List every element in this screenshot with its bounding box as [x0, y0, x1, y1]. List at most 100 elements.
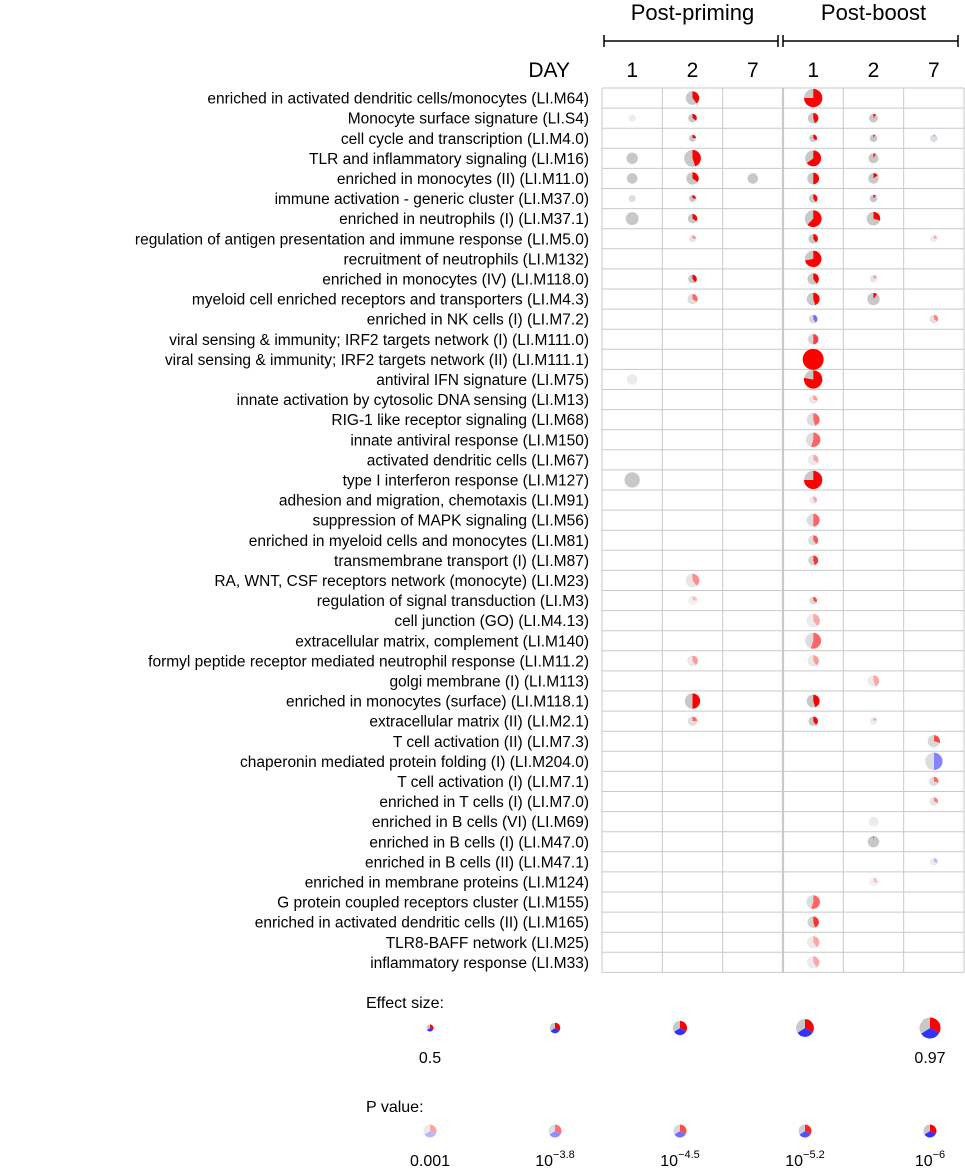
pie-neutral-slice: [685, 91, 697, 105]
pie-up-slice: [813, 694, 820, 708]
pie-neutral-slice: [868, 153, 879, 164]
module-label: cell junction (GO) (LI.M4.13): [394, 613, 589, 630]
module-label: activated dendritic cells (LI.M67): [367, 452, 589, 469]
pie-neutral-slice: [807, 454, 818, 466]
pie-down-slice: [799, 1131, 811, 1138]
pie-neutral-slice: [548, 1124, 555, 1135]
pie-up-slice: [873, 194, 877, 199]
module-pie: [684, 693, 701, 709]
module-label: RA, WNT, CSF receptors network (monocyte…: [214, 573, 589, 590]
pie-up-slice: [804, 370, 823, 389]
pie-neutral-slice: [687, 595, 698, 606]
pie-neutral-slice: [806, 613, 818, 628]
pie-up-slice: [930, 1124, 937, 1135]
module-pie: [805, 150, 822, 167]
module-pie: [626, 374, 638, 385]
pie-down-slice: [674, 1028, 687, 1036]
pie-neutral-slice: [626, 152, 638, 165]
pie-up-slice: [692, 195, 696, 199]
pie-neutral-slice: [930, 858, 938, 866]
pie-neutral-slice: [628, 195, 636, 203]
pie-neutral-slice: [687, 716, 698, 726]
pie-up-slice: [933, 235, 938, 239]
module-label: adhesion and migration, chemotaxis (LI.M…: [279, 493, 589, 510]
pie-down-slice: [424, 1131, 436, 1138]
pie-up-slice: [692, 693, 701, 709]
module-label: myeloid cell enriched receptors and tran…: [192, 292, 589, 309]
pie-neutral-slice: [869, 134, 878, 143]
module-pie: [686, 172, 699, 185]
effect-legend-pie: [426, 1024, 434, 1032]
pie-neutral-slice: [809, 596, 817, 605]
module-pie: [688, 274, 697, 284]
module-label: transmembrane transport (I) (LI.M87): [334, 553, 589, 570]
pie-up-slice: [430, 1124, 437, 1135]
module-pie: [808, 194, 818, 203]
pie-neutral-slice: [867, 675, 876, 687]
module-pie: [687, 655, 698, 667]
module-pie: [869, 113, 878, 123]
pie-neutral-slice: [688, 113, 696, 123]
module-label: inflammatory response (LI.M33): [370, 955, 589, 972]
effect-legend-pie: [796, 1019, 814, 1037]
pie-down-slice: [933, 752, 943, 771]
pie-up-slice: [813, 956, 820, 968]
pie-neutral-slice: [806, 694, 816, 708]
module-pie: [930, 858, 938, 866]
pie-neutral-slice: [423, 1124, 430, 1135]
pie-up-slice: [873, 292, 878, 300]
module-label: G protein coupled receptors cluster (LI.…: [277, 895, 589, 912]
pie-up-slice: [692, 573, 700, 586]
pie-up-slice: [813, 395, 818, 401]
module-label: innate activation by cytosolic DNA sensi…: [237, 392, 589, 409]
module-pie: [806, 694, 820, 708]
pie-up-slice: [813, 596, 817, 603]
pie-neutral-slice: [866, 211, 880, 226]
module-pie: [626, 173, 638, 184]
pie-neutral-slice: [804, 250, 814, 261]
pie-down-slice: [427, 1028, 434, 1032]
module-pie: [868, 816, 879, 827]
pie-up-slice: [692, 274, 697, 283]
module-pie: [930, 235, 938, 243]
module-pie: [806, 292, 820, 306]
module-pie: [687, 213, 698, 224]
module-label: antiviral IFN signature (LI.M75): [376, 372, 589, 389]
module-label: enriched in T cells (I) (LI.M7.0): [379, 794, 589, 811]
module-pie: [867, 675, 880, 687]
module-label: regulation of antigen presentation and i…: [135, 231, 589, 248]
pie-neutral-slice: [929, 797, 938, 806]
pie-up-slice: [813, 112, 819, 124]
pie-neutral-slice: [628, 114, 636, 122]
pie-up-slice: [813, 413, 820, 426]
module-pie: [626, 152, 638, 165]
module-pie: [808, 395, 818, 404]
module-pie: [687, 716, 698, 726]
pie-neutral-slice: [806, 413, 816, 427]
pie-down-slice: [549, 1131, 561, 1138]
pie-up-slice: [811, 895, 820, 909]
grid: [601, 87, 965, 973]
p-value-legend-pie: [798, 1124, 812, 1138]
pie-neutral-slice: [549, 1022, 555, 1031]
pie-up-slice: [813, 613, 820, 627]
module-pie: [624, 472, 640, 488]
pie-up-slice: [813, 194, 818, 202]
effect-size-title: Effect size:: [366, 995, 444, 1012]
p-value-legend-pie: [923, 1124, 937, 1138]
pie-up-slice: [813, 496, 817, 502]
module-pie: [808, 716, 818, 726]
pie-down-slice: [813, 500, 817, 504]
pie-up-slice: [813, 292, 820, 306]
pie-neutral-slice: [808, 314, 816, 324]
pie-neutral-slice: [869, 113, 878, 123]
p-value-label: 10−4.5: [660, 1149, 700, 1168]
pie-neutral-slice: [923, 1124, 930, 1135]
module-pie: [808, 234, 818, 244]
pie-down-slice: [797, 1028, 813, 1037]
p-value-legend-pie: [673, 1124, 687, 1138]
pie-down-slice: [674, 1131, 686, 1138]
pie-up-slice: [692, 595, 698, 601]
pie-neutral-slice: [672, 1020, 680, 1032]
pie-up-slice: [813, 273, 819, 284]
